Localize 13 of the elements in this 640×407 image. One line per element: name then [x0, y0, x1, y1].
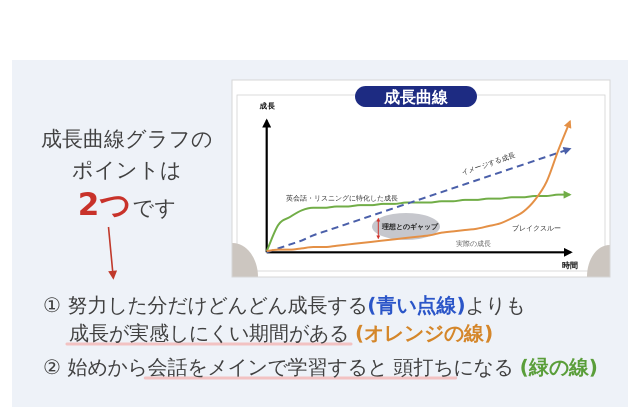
text: ① 努力した分だけどんどん成長する — [43, 293, 368, 317]
text: 成長が実感しにくい期間がある — [69, 321, 349, 345]
text: (青い点線) — [367, 293, 466, 317]
text: よりも — [466, 293, 526, 317]
x-axis-title: 時間 — [562, 261, 578, 270]
text: ポイントは — [72, 158, 182, 182]
text: ② 始めから会話をメインで学習すると 頭打ちになる — [43, 355, 514, 379]
text: です — [132, 196, 176, 220]
text: (緑の線) — [520, 355, 598, 379]
chart-title: 成長曲線 — [383, 88, 449, 106]
text: (オレンジの線) — [355, 321, 494, 345]
text: 2つ — [78, 187, 132, 223]
text: 成長曲線グラフの — [41, 127, 213, 151]
